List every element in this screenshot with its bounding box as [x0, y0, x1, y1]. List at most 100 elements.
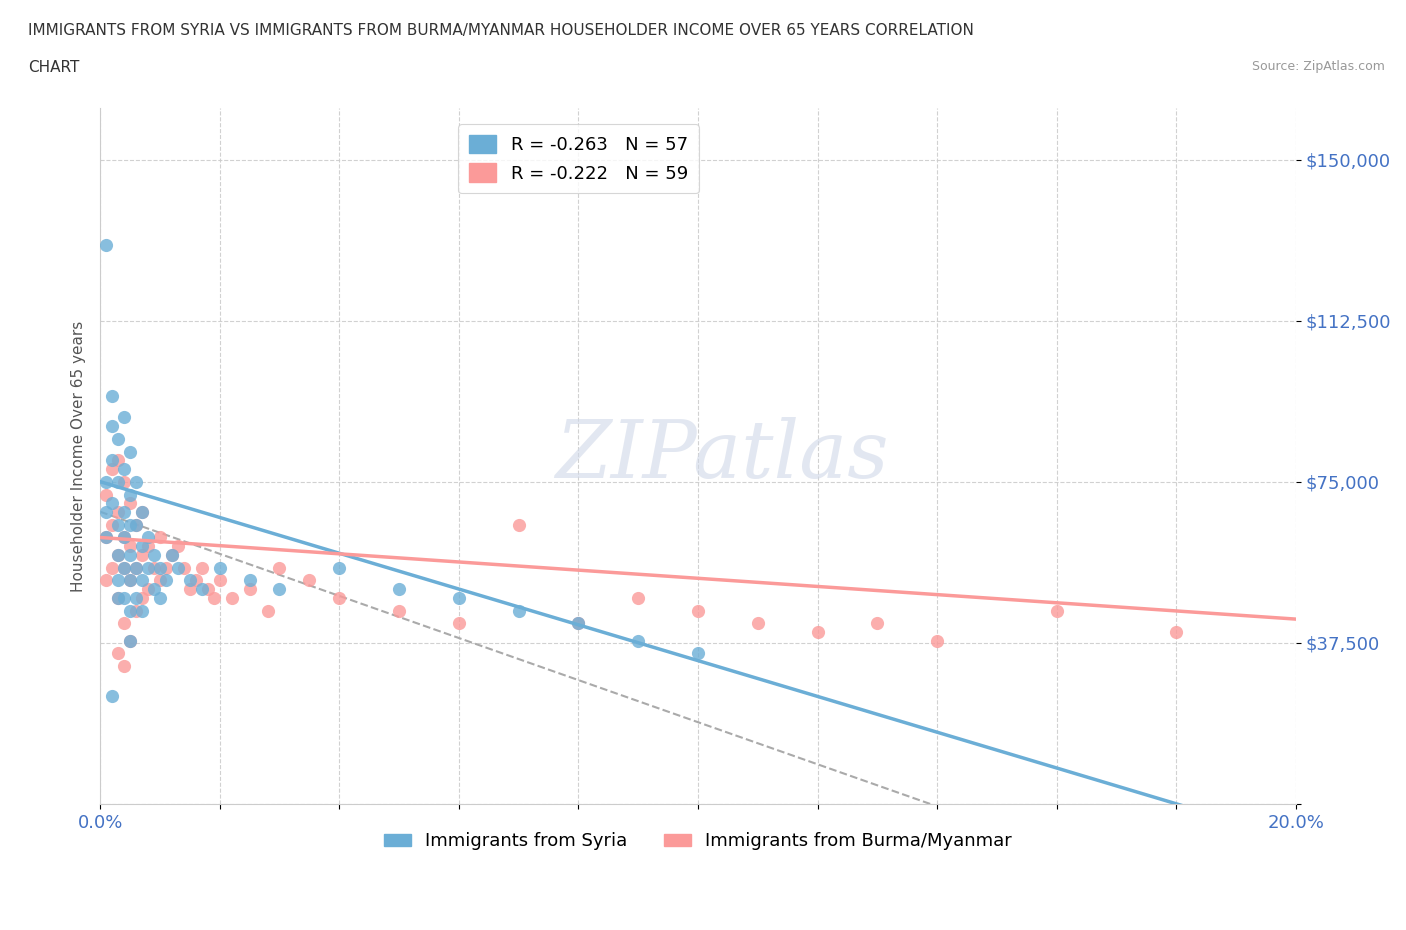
Point	[131, 547, 153, 562]
Point	[136, 560, 159, 575]
Point	[221, 591, 243, 605]
Point	[112, 474, 135, 489]
Point	[166, 538, 188, 553]
Text: IMMIGRANTS FROM SYRIA VS IMMIGRANTS FROM BURMA/MYANMAR HOUSEHOLDER INCOME OVER 6: IMMIGRANTS FROM SYRIA VS IMMIGRANTS FROM…	[28, 23, 974, 38]
Point	[184, 573, 207, 588]
Point	[160, 547, 183, 562]
Point	[118, 633, 141, 648]
Point	[112, 616, 135, 631]
Text: CHART: CHART	[28, 60, 80, 75]
Point	[101, 418, 124, 433]
Point	[149, 573, 172, 588]
Point	[269, 581, 291, 596]
Point	[131, 504, 153, 519]
Point	[866, 616, 889, 631]
Point	[107, 432, 129, 446]
Point	[131, 573, 153, 588]
Point	[136, 530, 159, 545]
Point	[94, 504, 117, 519]
Point	[208, 560, 231, 575]
Point	[125, 474, 148, 489]
Point	[567, 616, 589, 631]
Point	[1166, 625, 1188, 640]
Point	[202, 591, 225, 605]
Point	[747, 616, 769, 631]
Point	[328, 560, 350, 575]
Point	[107, 591, 129, 605]
Point	[112, 530, 135, 545]
Point	[567, 616, 589, 631]
Point	[101, 461, 124, 476]
Point	[925, 633, 948, 648]
Point	[94, 487, 117, 502]
Point	[447, 591, 470, 605]
Point	[118, 547, 141, 562]
Point	[155, 573, 177, 588]
Point	[131, 538, 153, 553]
Point	[155, 560, 177, 575]
Point	[118, 496, 141, 511]
Point	[1046, 603, 1069, 618]
Point	[94, 474, 117, 489]
Point	[508, 603, 530, 618]
Point	[508, 517, 530, 532]
Point	[142, 547, 165, 562]
Point	[125, 517, 148, 532]
Point	[112, 591, 135, 605]
Point	[125, 517, 148, 532]
Point	[101, 389, 124, 404]
Point	[101, 560, 124, 575]
Point	[107, 474, 129, 489]
Point	[208, 573, 231, 588]
Point	[160, 547, 183, 562]
Point	[107, 504, 129, 519]
Point	[125, 560, 148, 575]
Legend: Immigrants from Syria, Immigrants from Burma/Myanmar: Immigrants from Syria, Immigrants from B…	[377, 825, 1019, 857]
Point	[94, 238, 117, 253]
Point	[190, 581, 212, 596]
Point	[107, 517, 129, 532]
Point	[149, 591, 172, 605]
Point	[142, 560, 165, 575]
Point	[627, 591, 650, 605]
Point	[166, 560, 188, 575]
Point	[118, 445, 141, 459]
Point	[107, 573, 129, 588]
Point	[94, 530, 117, 545]
Point	[101, 517, 124, 532]
Point	[107, 547, 129, 562]
Point	[239, 581, 262, 596]
Point	[94, 530, 117, 545]
Point	[269, 560, 291, 575]
Point	[112, 560, 135, 575]
Point	[388, 581, 411, 596]
Point	[107, 547, 129, 562]
Point	[131, 591, 153, 605]
Point	[179, 581, 201, 596]
Point	[142, 581, 165, 596]
Point	[627, 633, 650, 648]
Point	[131, 603, 153, 618]
Point	[256, 603, 278, 618]
Point	[118, 573, 141, 588]
Point	[806, 625, 828, 640]
Point	[179, 573, 201, 588]
Point	[112, 461, 135, 476]
Point	[239, 573, 262, 588]
Point	[173, 560, 195, 575]
Point	[328, 591, 350, 605]
Point	[447, 616, 470, 631]
Point	[101, 496, 124, 511]
Point	[107, 453, 129, 468]
Point	[149, 560, 172, 575]
Point	[118, 517, 141, 532]
Point	[107, 591, 129, 605]
Point	[118, 573, 141, 588]
Point	[112, 410, 135, 425]
Point	[118, 487, 141, 502]
Point	[107, 646, 129, 661]
Point	[686, 646, 709, 661]
Point	[136, 538, 159, 553]
Point	[131, 504, 153, 519]
Point	[118, 603, 141, 618]
